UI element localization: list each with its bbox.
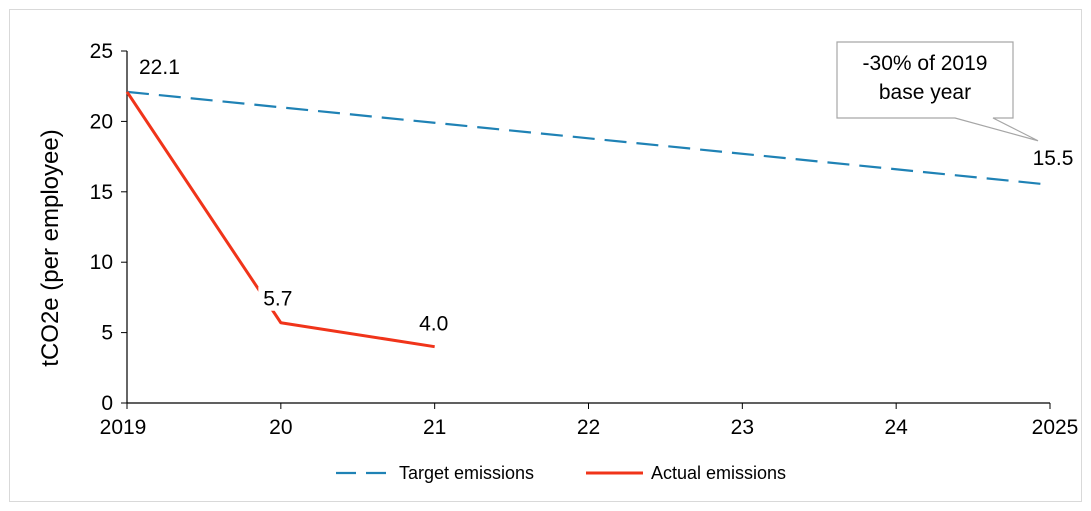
x-tick-label: 20: [269, 416, 292, 439]
x-tick-label: 23: [731, 416, 754, 439]
data-label-background: [414, 311, 454, 336]
legend-label: Target emissions: [399, 463, 534, 483]
data-label: 4.0: [419, 313, 448, 336]
data-label: 15.5: [1033, 147, 1074, 170]
x-tick-label: 22: [577, 416, 600, 439]
y-axis-title: tCO2e (per employee): [37, 129, 64, 366]
callout-box: [836, 41, 1039, 142]
y-axis-ticks: 0 5 10 15 20 25: [90, 40, 127, 415]
actual-emissions-line: [125, 91, 435, 349]
y-tick-label: 10: [90, 251, 113, 274]
data-label: 5.7: [263, 288, 292, 311]
callout: -30% of 2019 base year: [836, 41, 1039, 142]
callout-text-line: -30% of 2019: [863, 52, 988, 75]
x-tick-label: 24: [884, 416, 908, 439]
series-layer: [125, 90, 1051, 349]
y-tick-label: 25: [90, 40, 113, 63]
callout-text-line: base year: [879, 81, 971, 104]
data-labels: 22.1 5.7 4.0 15.5: [139, 56, 1073, 336]
x-tick-label: 21: [423, 416, 446, 439]
legend-label: Actual emissions: [651, 463, 786, 483]
data-label: 22.1: [139, 56, 180, 79]
legend: Target emissions Actual emissions: [336, 463, 786, 483]
y-tick-label: 0: [101, 392, 113, 415]
x-tick-label: 2025: [1032, 416, 1079, 439]
y-tick-label: 15: [90, 181, 113, 204]
y-tick-label: 20: [90, 110, 113, 133]
x-tick-label: 2019: [100, 416, 147, 439]
y-tick-label: 5: [101, 322, 113, 345]
x-axis-ticks: 2019 20 21 22 23 24 2025: [100, 403, 1079, 439]
data-label-background: [258, 286, 298, 311]
target-emissions-line: [126, 90, 1051, 186]
